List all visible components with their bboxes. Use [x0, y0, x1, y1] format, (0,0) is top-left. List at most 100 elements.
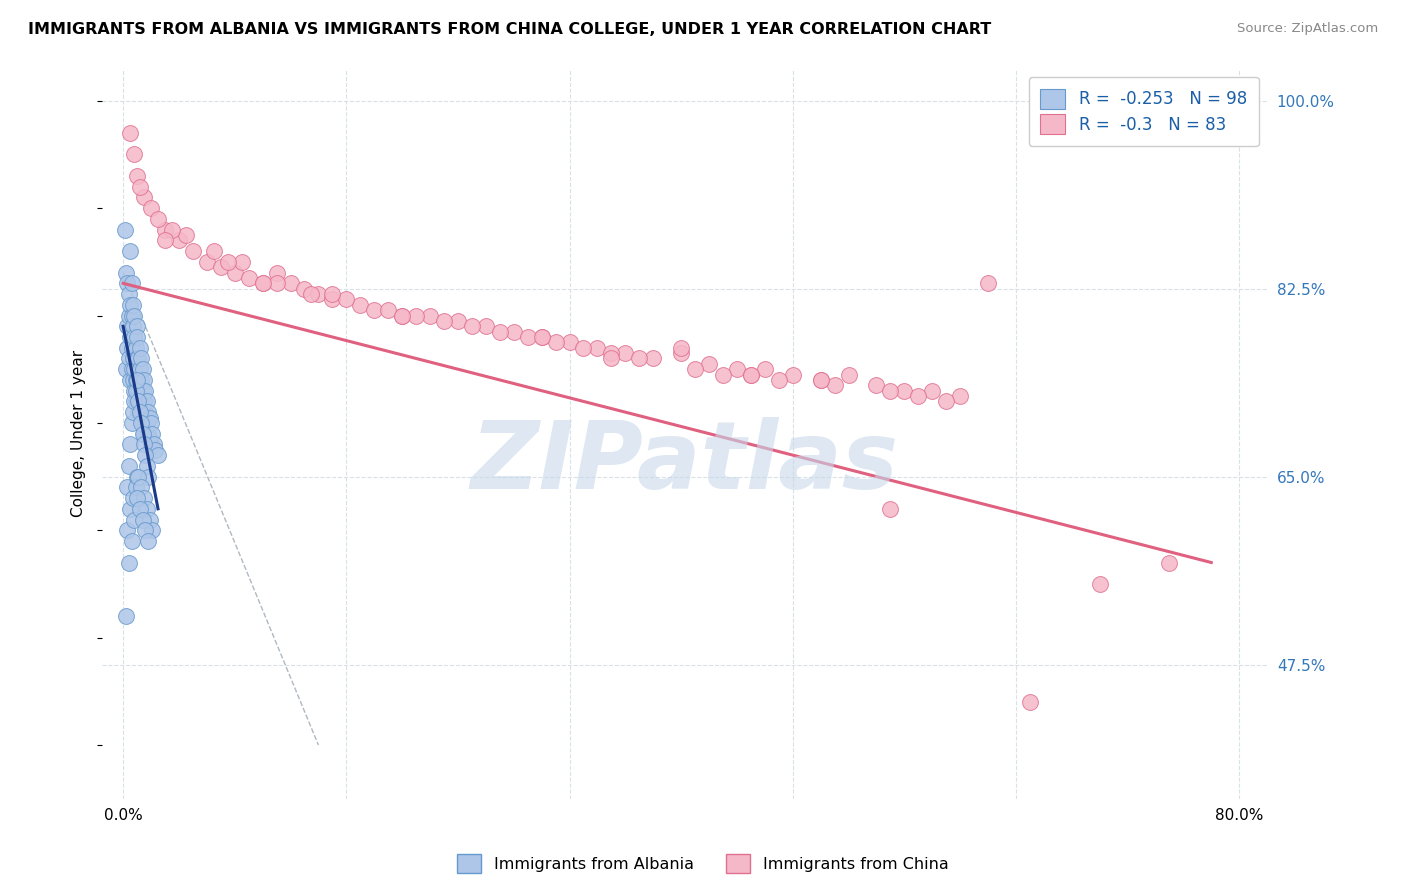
Point: [134, 523, 156, 537]
Point: [136, 469, 159, 483]
Point: [127, 469, 149, 483]
Point: [131, 426, 153, 441]
Point: [586, 341, 609, 355]
Point: [127, 373, 149, 387]
Point: [115, 266, 138, 280]
Point: [195, 255, 218, 269]
Point: [139, 437, 162, 451]
Point: [124, 362, 146, 376]
Point: [280, 277, 302, 291]
Point: [391, 309, 413, 323]
Point: [1159, 556, 1181, 570]
Legend: Immigrants from Albania, Immigrants from China: Immigrants from Albania, Immigrants from…: [451, 847, 955, 880]
Point: [266, 277, 288, 291]
Point: [252, 277, 274, 291]
Point: [124, 512, 146, 526]
Point: [294, 282, 316, 296]
Point: [879, 501, 901, 516]
Point: [127, 351, 149, 366]
Point: [117, 480, 139, 494]
Point: [122, 405, 145, 419]
Point: [153, 233, 176, 247]
Point: [321, 287, 343, 301]
Point: [614, 346, 637, 360]
Point: [146, 211, 169, 226]
Point: [516, 330, 538, 344]
Point: [127, 469, 149, 483]
Point: [117, 523, 139, 537]
Point: [266, 266, 288, 280]
Text: ZIPatlas: ZIPatlas: [471, 417, 898, 508]
Point: [118, 458, 141, 473]
Point: [530, 330, 553, 344]
Point: [138, 512, 160, 526]
Point: [740, 368, 762, 382]
Point: [1088, 577, 1111, 591]
Point: [125, 480, 148, 494]
Point: [129, 351, 152, 366]
Point: [134, 405, 156, 419]
Point: [252, 277, 274, 291]
Point: [129, 416, 152, 430]
Point: [120, 373, 142, 387]
Point: [127, 384, 149, 398]
Point: [121, 534, 143, 549]
Point: [363, 303, 385, 318]
Y-axis label: College, Under 1 year: College, Under 1 year: [72, 350, 86, 517]
Point: [131, 416, 153, 430]
Point: [628, 351, 651, 366]
Point: [447, 314, 470, 328]
Point: [135, 416, 157, 430]
Point: [120, 126, 142, 140]
Point: [143, 442, 166, 457]
Legend: R =  -0.253   N = 98, R =  -0.3   N = 83: R = -0.253 N = 98, R = -0.3 N = 83: [1029, 77, 1258, 146]
Point: [120, 330, 142, 344]
Point: [115, 609, 138, 624]
Point: [138, 432, 160, 446]
Point: [141, 426, 163, 441]
Point: [419, 309, 441, 323]
Point: [879, 384, 901, 398]
Point: [544, 335, 567, 350]
Point: [118, 309, 141, 323]
Point: [122, 351, 145, 366]
Point: [128, 362, 150, 376]
Point: [865, 378, 887, 392]
Point: [128, 501, 150, 516]
Point: [127, 319, 149, 334]
Point: [160, 222, 183, 236]
Point: [697, 357, 720, 371]
Point: [117, 319, 139, 334]
Point: [132, 437, 155, 451]
Point: [824, 378, 846, 392]
Point: [120, 501, 142, 516]
Point: [118, 351, 141, 366]
Point: [120, 437, 142, 451]
Point: [669, 346, 692, 360]
Point: [725, 362, 748, 376]
Point: [122, 373, 145, 387]
Point: [782, 368, 804, 382]
Point: [120, 244, 142, 258]
Point: [935, 394, 957, 409]
Point: [125, 341, 148, 355]
Point: [121, 362, 143, 376]
Point: [125, 384, 148, 398]
Point: [124, 394, 146, 409]
Point: [127, 373, 149, 387]
Point: [138, 410, 160, 425]
Point: [127, 394, 149, 409]
Point: [135, 458, 157, 473]
Point: [121, 416, 143, 430]
Point: [669, 341, 692, 355]
Point: [132, 394, 155, 409]
Point: [810, 373, 832, 387]
Point: [711, 368, 734, 382]
Point: [129, 480, 152, 494]
Point: [949, 389, 972, 403]
Point: [131, 362, 153, 376]
Point: [907, 389, 929, 403]
Point: [134, 384, 156, 398]
Point: [139, 416, 162, 430]
Point: [135, 394, 157, 409]
